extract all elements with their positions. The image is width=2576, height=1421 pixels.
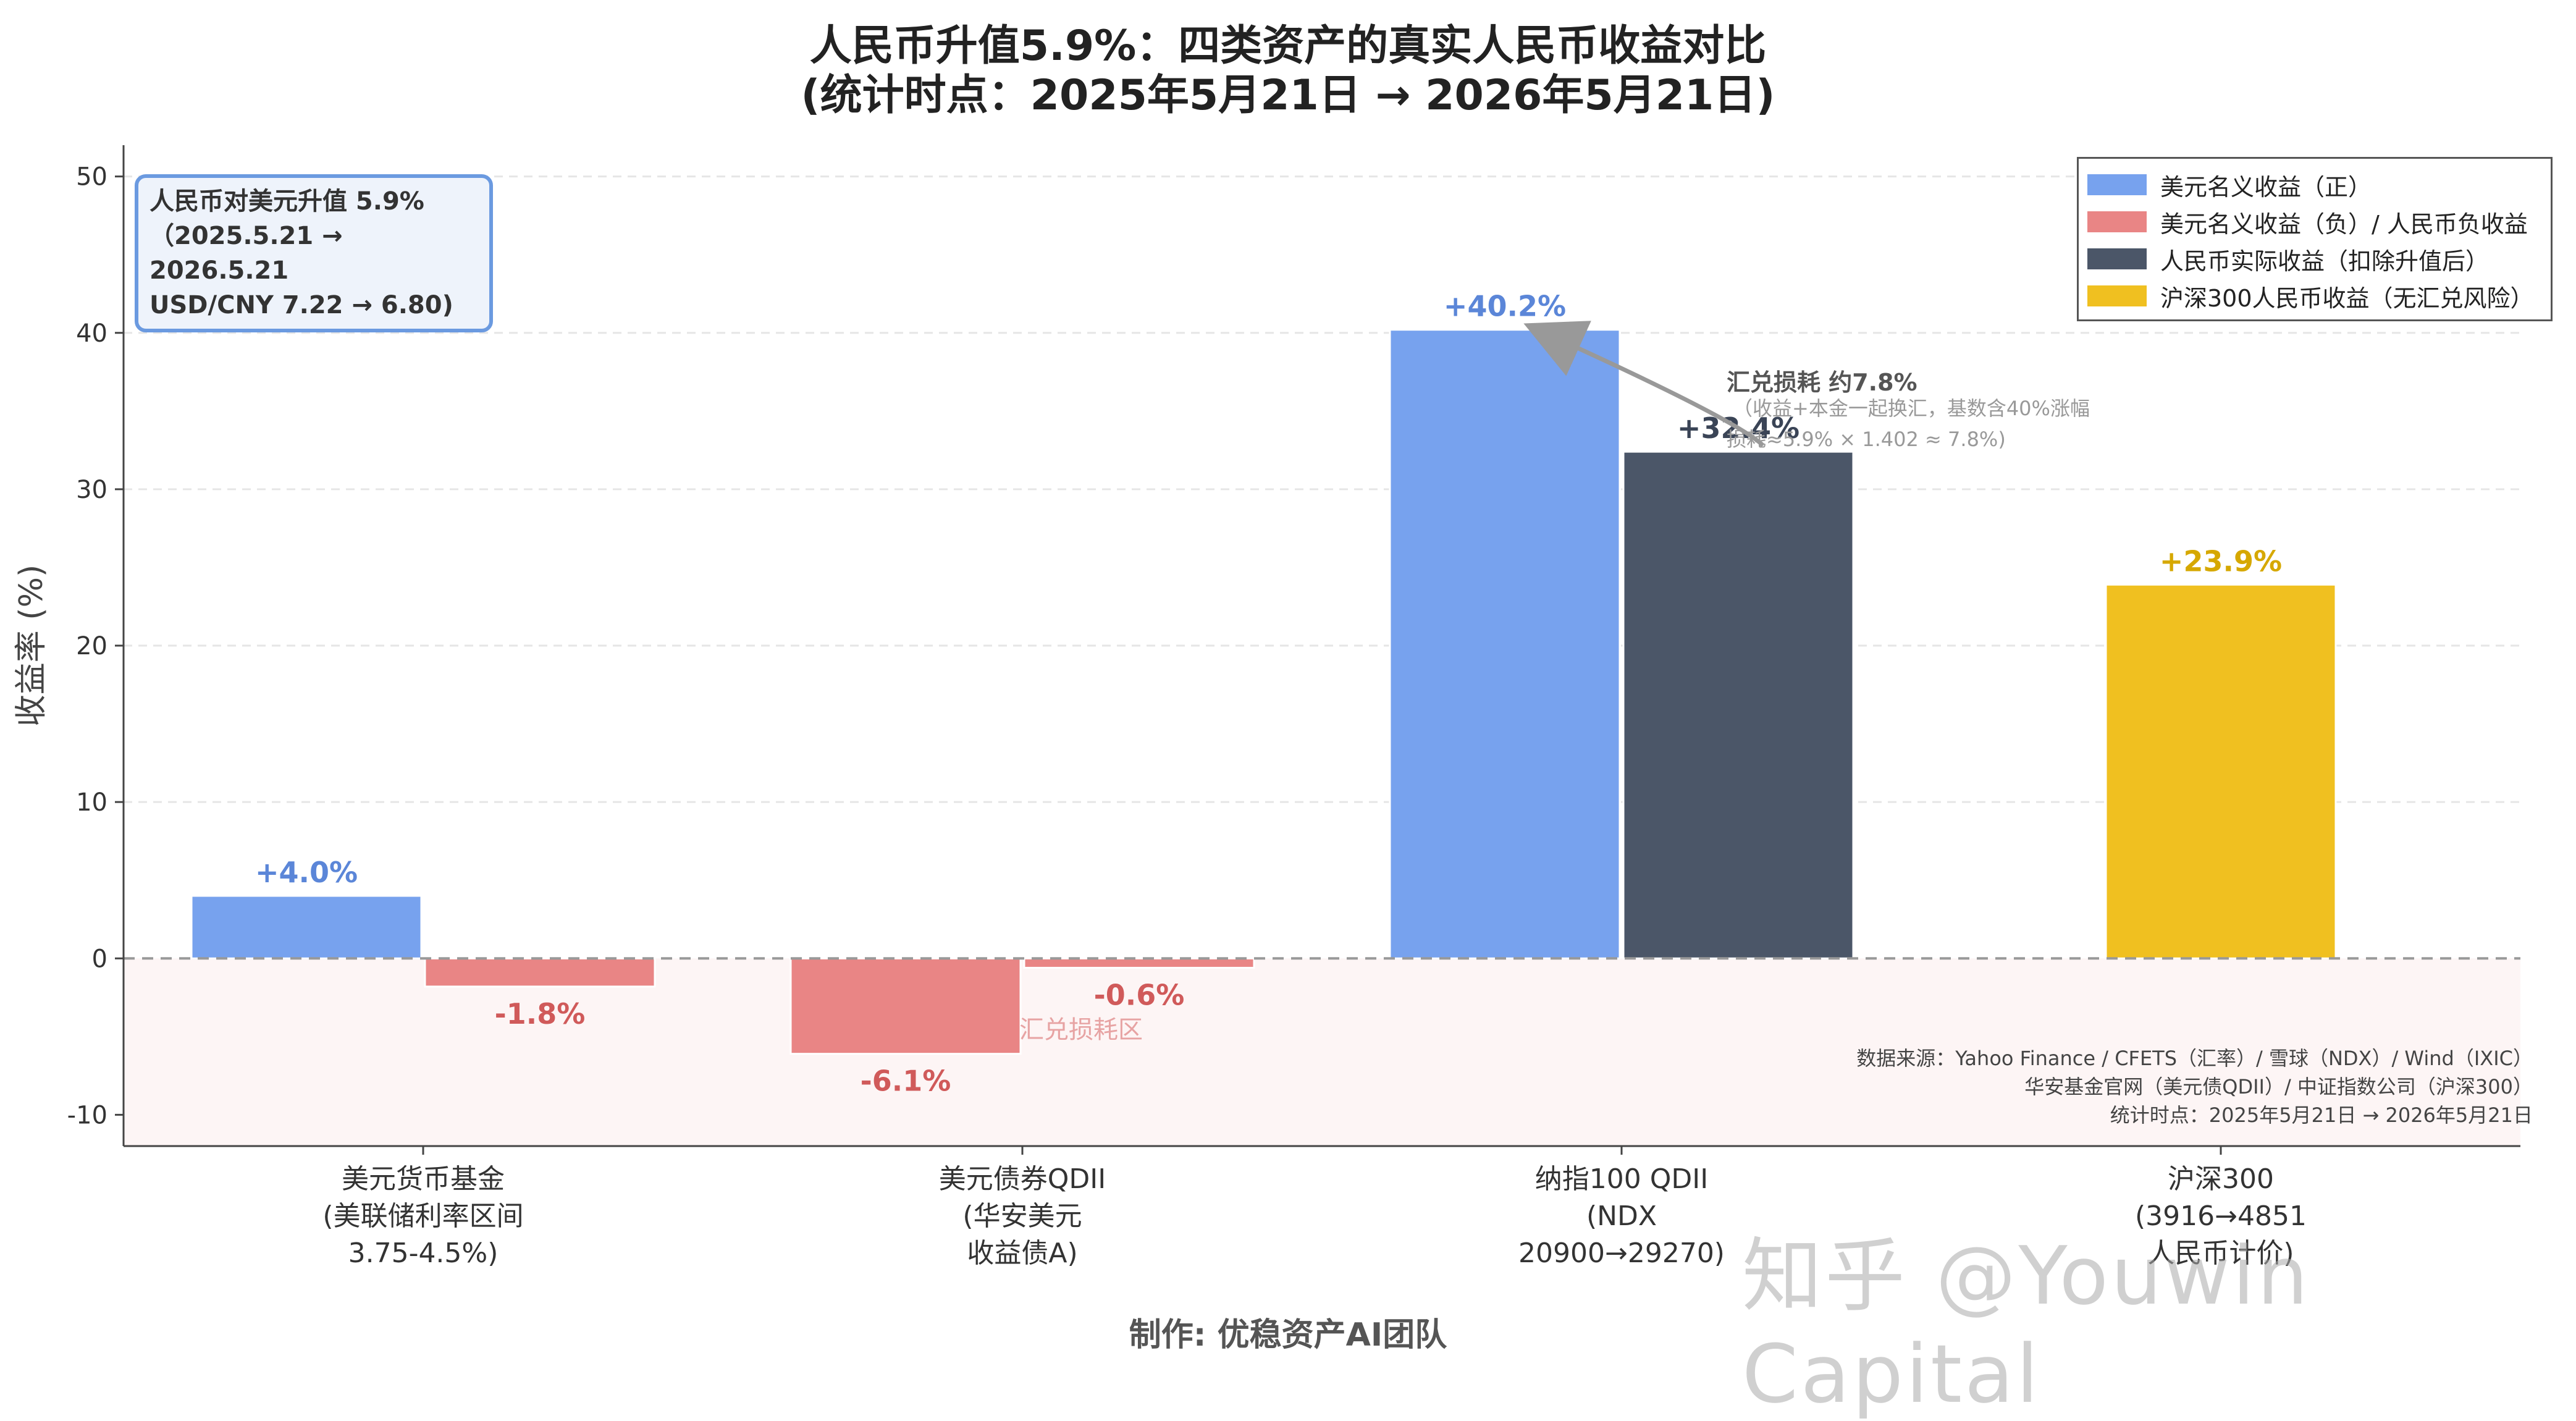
bar bbox=[1389, 329, 1621, 959]
y-tick-label: 0 bbox=[92, 945, 107, 973]
watermark: 知乎 @Youwin Capital bbox=[1742, 1229, 2311, 1421]
bar bbox=[2105, 583, 2337, 959]
y-tick-label: 50 bbox=[76, 163, 107, 192]
legend-item: 美元名义收益（负）/ 人民币负收益 bbox=[2087, 203, 2542, 240]
x-ticks-group: 美元货币基金 (美联储利率区间 3.75-4.5%) 美元债券QDII (华安美元收益债… bbox=[322, 1146, 2307, 1269]
bar-value-label: -0.6% bbox=[1094, 978, 1185, 1011]
x-tick-label: 沪深300 bbox=[2168, 1163, 2274, 1195]
bar-value-label: +40.2% bbox=[1444, 290, 1566, 323]
bar-labels-group: +4.0%-1.8%-6.1%-0.6%+40.2%+32.4%+23.9% bbox=[255, 290, 2282, 1098]
loss-zone-shade bbox=[124, 958, 2520, 1146]
y-tick-label: 30 bbox=[76, 476, 107, 504]
bar bbox=[190, 895, 423, 959]
bar-value-label: -6.1% bbox=[861, 1065, 951, 1098]
y-axis-label: 收益率 (%) bbox=[13, 565, 50, 727]
source-line-3: 统计时点：2025年5月21日 → 2026年5月21日 bbox=[2110, 1103, 2533, 1127]
y-tick-label: 10 bbox=[76, 788, 107, 817]
chart-subtitle: (统计时点：2025年5月21日 → 2026年5月21日) bbox=[801, 71, 1775, 120]
x-tick-label: 美元债券QDII bbox=[939, 1163, 1106, 1195]
bar bbox=[1622, 450, 1854, 959]
x-tick-label: 20900→29270) bbox=[1518, 1238, 1725, 1269]
legend-label: 沪深300人民币收益（无汇兑风险） bbox=[2160, 284, 2534, 312]
y-ticks-group: -10 0 10 20 30 40 50 收益率 (%) bbox=[13, 163, 124, 1129]
legend-item: 美元名义收益（正） bbox=[2087, 166, 2542, 203]
bar bbox=[1023, 957, 1255, 969]
info-line-3: USD/CNY 7.22 → 6.80) bbox=[149, 291, 453, 319]
y-tick-label: 20 bbox=[76, 632, 107, 660]
x-tick-label: (3916→4851 bbox=[2135, 1200, 2307, 1232]
info-line-2: （2025.5.21 → 2026.5.21 bbox=[149, 222, 343, 285]
legend-label: 美元名义收益（正） bbox=[2160, 173, 2372, 201]
y-tick-label: -10 bbox=[67, 1101, 107, 1129]
fx-loss-title: 汇兑损耗 约7.8% bbox=[1727, 369, 1917, 396]
info-line-1: 人民币对美元升值 5.9% bbox=[149, 187, 424, 216]
bar-value-label: +4.0% bbox=[255, 856, 358, 889]
appreciation-info-box: 人民币对美元升值 5.9% （2025.5.21 → 2026.5.21 USD… bbox=[135, 174, 493, 332]
y-tick-label: 40 bbox=[76, 319, 107, 348]
legend: 美元名义收益（正） 美元名义收益（负）/ 人民币负收益 人民币实际收益（扣除升值后）… bbox=[2077, 157, 2553, 321]
legend-swatch bbox=[2087, 285, 2147, 306]
legend-swatch bbox=[2087, 211, 2147, 232]
x-tick-label: 收益债A) bbox=[967, 1238, 1077, 1269]
fx-loss-arrow bbox=[1523, 321, 1765, 447]
legend-label: 美元名义收益（负）/ 人民币负收益 bbox=[2160, 210, 2528, 238]
x-tick-label: (NDX bbox=[1586, 1200, 1657, 1232]
bars-group bbox=[190, 329, 2337, 1055]
chart-title: 人民币升值5.9%：四类资产的真实人民币收益对比 bbox=[809, 22, 1767, 70]
legend-swatch bbox=[2087, 248, 2147, 269]
legend-item: 沪深300人民币收益（无汇兑风险） bbox=[2087, 277, 2542, 314]
x-tick-label: 纳指100 QDII bbox=[1535, 1163, 1708, 1195]
x-tick-label: (美联储利率区间 bbox=[322, 1200, 523, 1232]
x-tick-label: 3.75-4.5%) bbox=[348, 1238, 499, 1269]
legend-swatch bbox=[2087, 174, 2147, 195]
x-tick-label: 人民币计价) bbox=[2147, 1238, 2294, 1269]
data-sources: 数据来源：Yahoo Finance / CFETS（汇率）/ 雪球（NDX）/… bbox=[1483, 1044, 2533, 1129]
bar bbox=[789, 957, 1022, 1055]
loss-zone-label: 汇兑损耗区 bbox=[1019, 1016, 1143, 1044]
bar-value-label: +23.9% bbox=[2160, 544, 2282, 578]
source-line-2: 华安基金官网（美元债QDII）/ 中证指数公司（沪深300） bbox=[2024, 1075, 2533, 1098]
x-tick-label: (华安美元 bbox=[962, 1200, 1082, 1232]
source-line-1: 数据来源：Yahoo Finance / CFETS（汇率）/ 雪球（NDX）/… bbox=[1856, 1047, 2533, 1070]
bar-value-label: -1.8% bbox=[495, 997, 586, 1031]
x-tick-label: 美元货币基金 bbox=[342, 1163, 505, 1195]
maker-credit: 制作: 优稳资产AI团队 bbox=[1129, 1317, 1447, 1354]
fx-loss-note-1: （收益+本金一起换汇，基数含40%涨幅 bbox=[1733, 397, 2090, 420]
bar bbox=[424, 957, 656, 988]
fx-loss-note-2: 损耗≈5.9% × 1.402 ≈ 7.8%) bbox=[1727, 428, 2006, 451]
legend-item: 人民币实际收益（扣除升值后） bbox=[2087, 240, 2542, 277]
legend-label: 人民币实际收益（扣除升值后） bbox=[2160, 247, 2490, 275]
bar-chart: -10 0 10 20 30 40 50 收益率 (%) 美元货币基金 (美联储利率区间 3.75… bbox=[13, 145, 2520, 1269]
